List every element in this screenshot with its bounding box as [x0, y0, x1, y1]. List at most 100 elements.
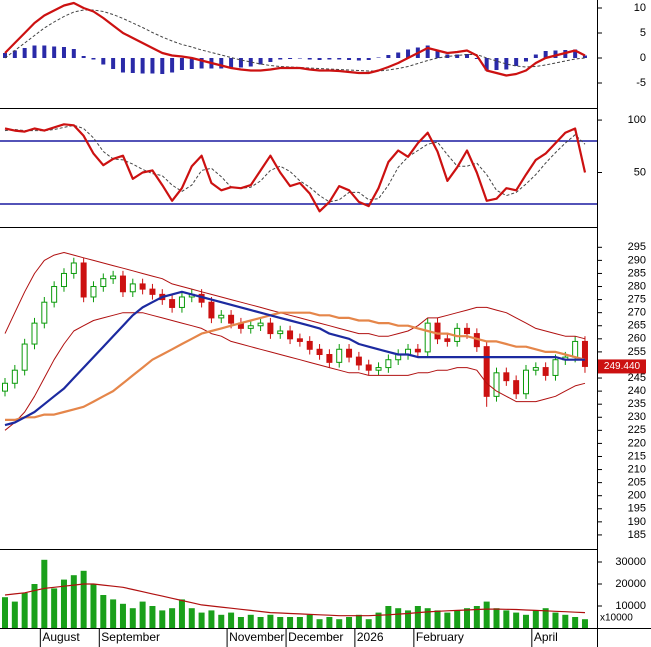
y-tick-label: 285 — [628, 267, 646, 279]
bar — [307, 58, 312, 60]
x-tick-label: September — [101, 630, 160, 644]
candle-body — [385, 359, 392, 369]
bar — [317, 58, 322, 60]
bar — [366, 58, 371, 60]
bar — [100, 595, 107, 628]
bar — [31, 584, 38, 628]
bar — [178, 599, 185, 628]
bar — [258, 58, 263, 65]
bar — [160, 58, 165, 74]
candle-body — [51, 286, 58, 303]
x-tick-label: April — [534, 630, 558, 644]
bar — [356, 58, 361, 61]
bar — [337, 58, 342, 60]
bar — [396, 52, 401, 58]
bar — [347, 58, 352, 60]
bar — [562, 614, 569, 628]
candle-body — [21, 343, 28, 371]
y-tick-label: 5 — [640, 27, 646, 39]
candle-body — [513, 380, 520, 395]
bar — [375, 612, 382, 628]
candle-body — [493, 372, 500, 397]
candle-body — [483, 346, 490, 397]
y-tick-label: 205 — [628, 477, 646, 489]
bar — [169, 608, 176, 628]
candle-body — [414, 348, 421, 353]
candle-body — [355, 356, 362, 366]
bar — [425, 45, 430, 58]
candle-body — [267, 322, 274, 335]
bar — [229, 58, 234, 69]
y-tick-label: 0 — [640, 52, 646, 64]
bar — [405, 610, 412, 628]
bar — [533, 54, 538, 58]
bar — [248, 58, 253, 67]
bar — [483, 601, 490, 628]
candle-body — [503, 372, 510, 382]
bar — [465, 54, 470, 58]
bar — [91, 58, 96, 60]
candle-body — [60, 272, 67, 288]
unit-label: x10000 — [600, 613, 633, 624]
bar — [140, 58, 145, 74]
bar — [406, 49, 411, 58]
bar — [513, 612, 520, 628]
bar — [71, 49, 76, 58]
bar — [268, 58, 273, 62]
bar — [139, 601, 146, 628]
bar — [504, 58, 509, 70]
y-tick-label: 260 — [628, 333, 646, 345]
candle-body — [365, 364, 372, 371]
bar — [198, 612, 205, 628]
series-line — [4, 290, 585, 427]
y-tick-label: 275 — [628, 294, 646, 306]
candle-body — [100, 278, 107, 288]
bar — [514, 58, 519, 66]
bar — [130, 58, 135, 73]
bar — [414, 606, 421, 628]
candle-body — [277, 330, 284, 335]
candle-body — [129, 283, 136, 293]
candle-body — [228, 314, 235, 324]
y-tick-label: 30000 — [615, 556, 646, 568]
bar — [473, 606, 480, 628]
last-price-label: 249.440 — [604, 361, 641, 372]
candle-body — [178, 296, 185, 308]
candle-body — [532, 367, 539, 371]
candle-body — [326, 354, 333, 363]
bar — [278, 58, 283, 60]
candle-body — [70, 262, 77, 274]
series-line — [4, 123, 587, 213]
signal-line — [4, 9, 586, 72]
bar — [129, 608, 136, 628]
candle-body — [434, 322, 441, 340]
bar — [316, 619, 323, 628]
bar — [503, 610, 510, 628]
y-tick-label: 50 — [634, 166, 646, 178]
y-tick-label: 215 — [628, 450, 646, 462]
candle-body — [464, 327, 471, 335]
series-line — [4, 252, 586, 340]
candle-body — [581, 340, 588, 367]
candle-body — [257, 322, 264, 327]
bar — [228, 612, 235, 628]
x-tick-label: February — [416, 630, 464, 644]
candle-body — [41, 301, 48, 324]
candle-body — [444, 338, 451, 342]
bar — [543, 51, 548, 58]
y-tick-label: 245 — [628, 372, 646, 384]
candle-body — [287, 330, 294, 340]
bar — [61, 47, 66, 58]
bar — [582, 55, 587, 58]
bar — [306, 614, 313, 628]
candle-body — [424, 322, 431, 353]
bar — [3, 53, 7, 58]
y-tick-label: 225 — [628, 424, 646, 436]
last-price-box — [598, 359, 646, 374]
candle-body — [11, 369, 18, 384]
candle-body — [208, 301, 215, 319]
bar — [247, 614, 254, 628]
bar — [365, 619, 372, 628]
candle-body — [90, 286, 97, 298]
